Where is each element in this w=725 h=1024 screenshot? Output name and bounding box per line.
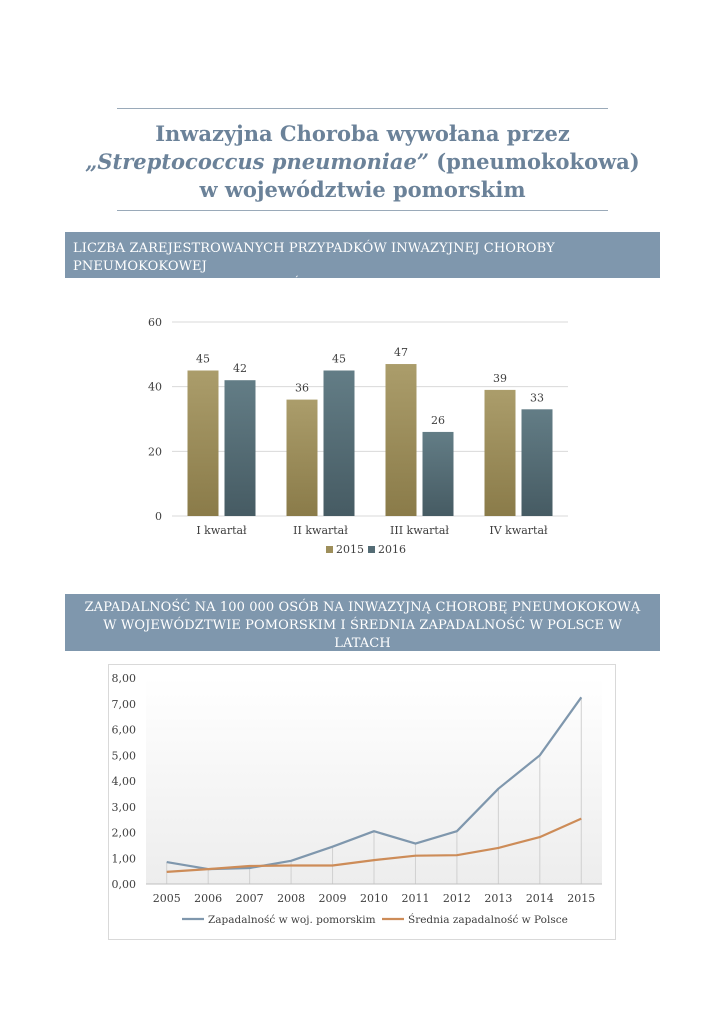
top-rule	[117, 108, 608, 109]
x-tick-label: 2005	[153, 892, 181, 905]
section2-heading-line-1: ZAPADALNOŚĆ NA 100 000 OSÓB NA INWAZYJNĄ…	[84, 600, 641, 615]
y-tick-label: 4,00	[112, 775, 137, 788]
legend-swatch-2016	[368, 546, 375, 553]
y-tick-label: 0	[155, 510, 162, 523]
x-tick-label: 2013	[484, 892, 512, 905]
data-label: 33	[530, 391, 544, 404]
bar-2016	[323, 370, 355, 516]
legend-swatch-2015	[326, 546, 333, 553]
data-label: 45	[196, 353, 210, 366]
data-label: 26	[431, 414, 445, 427]
bar-2015	[187, 370, 219, 516]
data-label: 39	[493, 372, 507, 385]
section1-heading-line-1: LICZBA ZAREJESTROWANYCH PRZYPADKÓW INWAZ…	[73, 241, 555, 274]
x-tick-label: 2006	[194, 892, 222, 905]
y-tick-label: 5,00	[112, 749, 137, 762]
x-tick-label: 2007	[236, 892, 264, 905]
series-line-pomorskie	[166, 696, 583, 871]
data-label: 45	[332, 353, 346, 366]
y-tick-label: 60	[148, 316, 162, 329]
x-tick-label: II kwartał	[293, 524, 348, 537]
page-title: Inwazyjna Choroba wywołana przez „Strept…	[80, 120, 645, 204]
y-tick-label: 7,00	[112, 698, 137, 711]
y-tick-label: 0,00	[112, 878, 137, 891]
series-line-polska	[166, 817, 582, 873]
bar-2015	[286, 399, 318, 516]
data-label: 47	[394, 346, 408, 359]
y-tick-label: 2,00	[112, 827, 137, 840]
legend-label: 2015	[336, 543, 364, 556]
title-line-3: w województwie pomorskim	[199, 177, 526, 202]
x-tick-label: I kwartał	[196, 524, 247, 537]
bar-2015	[385, 364, 417, 516]
data-label: 36	[295, 382, 309, 395]
bar-2015	[484, 389, 516, 516]
x-tick-label: 2010	[360, 892, 388, 905]
line-chart: 0,00 1,00 2,00 3,00 4,00 5,00 6,00 7,00 8,00 2005…	[108, 664, 616, 940]
x-tick-label: 2011	[401, 892, 429, 905]
title-line-2-rest: (pneumokokowa)	[428, 149, 640, 174]
x-tick-label: 2009	[319, 892, 347, 905]
x-tick-label: IV kwartał	[489, 524, 548, 537]
section2-heading: ZAPADALNOŚĆ NA 100 000 OSÓB NA INWAZYJNĄ…	[65, 594, 660, 669]
x-tick-label: 2014	[526, 892, 554, 905]
x-tick-label: 2012	[443, 892, 471, 905]
bar-2016	[521, 409, 553, 516]
bottom-rule	[117, 210, 608, 211]
y-tick-label: 3,00	[112, 801, 137, 814]
legend-label: Zapadalność w woj. pomorskim	[208, 913, 376, 926]
x-tick-label: 2015	[567, 892, 595, 905]
y-tick-label: 1,00	[112, 852, 137, 865]
y-tick-label: 6,00	[112, 724, 137, 737]
y-tick-label: 20	[148, 445, 162, 458]
section2-heading-line-2: W WOJEWÓDZTWIE POMORSKIM I ŚREDNIA ZAPAD…	[103, 618, 622, 651]
legend-label: Średnia zapadalność w Polsce	[408, 912, 568, 926]
title-line-1: Inwazyjna Choroba wywołana przez	[155, 121, 570, 146]
bar-2016	[422, 431, 454, 516]
bar-2016	[224, 380, 256, 516]
y-tick-label: 8,00	[112, 672, 137, 685]
title-species-name: „Streptococcus pneumoniae”	[85, 149, 429, 174]
section1-heading-line-2: W 2015 I 2016 ROKU W WOJEWÓDZTWIE POMORS…	[73, 277, 454, 292]
legend-label: 2016	[378, 543, 406, 556]
data-label: 42	[233, 362, 247, 375]
x-tick-label: III kwartał	[390, 524, 449, 537]
bar-chart: 0 20 40 60 I kwartał 45 42 II kwartał 36 45 III kw…	[148, 316, 568, 556]
title-line-2: „Streptococcus pneumoniae” (pneumokokowa…	[80, 148, 645, 176]
x-tick-label: 2008	[277, 892, 305, 905]
y-tick-label: 40	[148, 381, 162, 394]
section1-heading: LICZBA ZAREJESTROWANYCH PRZYPADKÓW INWAZ…	[65, 232, 660, 292]
